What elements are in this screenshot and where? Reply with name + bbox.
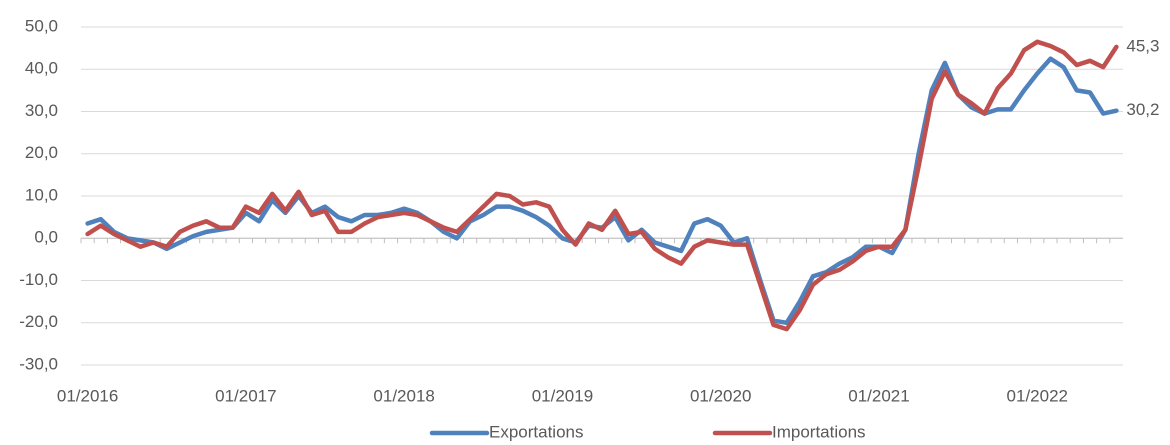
series-line — [85, 39, 1119, 332]
y-tick-label: 30,0 — [25, 101, 58, 120]
y-tick-label: 40,0 — [25, 59, 58, 78]
x-tick-label: 01/2018 — [373, 386, 434, 405]
x-tick-label: 01/2017 — [215, 386, 276, 405]
x-tick-label: 01/2022 — [1007, 386, 1068, 405]
y-tick-label: 20,0 — [25, 143, 58, 162]
y-tick-label: 0,0 — [34, 228, 58, 247]
x-tick-label: 01/2020 — [690, 386, 751, 405]
legend-label: Importations — [772, 422, 866, 441]
y-tick-label: -20,0 — [19, 312, 58, 331]
data-label: 45,3 — [1126, 36, 1159, 55]
legend-label: Exportations — [489, 422, 584, 441]
data-label: 30,2 — [1126, 100, 1159, 119]
x-tick-label: 01/2019 — [532, 386, 593, 405]
x-tick-label: 01/2021 — [848, 386, 909, 405]
y-tick-label: 50,0 — [25, 16, 58, 35]
y-tick-label: -10,0 — [19, 270, 58, 289]
y-tick-label: -30,0 — [19, 354, 58, 373]
x-tick-label: 01/2016 — [57, 386, 118, 405]
y-tick-label: 10,0 — [25, 185, 58, 204]
